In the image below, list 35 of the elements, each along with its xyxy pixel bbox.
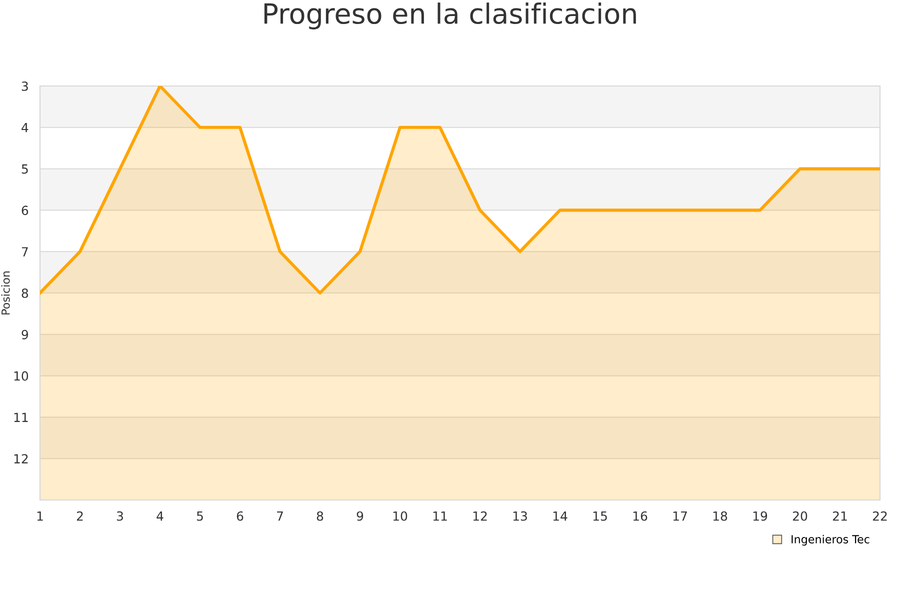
x-tick-label: 7 [277,511,283,521]
x-tick-label: 13 [513,511,527,521]
x-tick-label: 5 [196,511,203,521]
x-tick-label: 12 [473,511,487,521]
y-tick-label: 7 [22,247,28,256]
x-tick-label: 10 [393,511,408,521]
x-tick-label: 14 [553,511,568,521]
x-tick-label: 15 [593,511,607,521]
y-tick-label: 6 [22,206,28,216]
x-tick-label: 18 [713,511,728,521]
x-tick-label: 22 [872,511,887,521]
x-tick-label: 17 [673,511,687,521]
x-tick-label: 2 [76,511,83,521]
chart-title: Progreso en la clasificacion [264,2,636,30]
x-tick-label: 9 [356,511,364,521]
y-tick-label: 9 [22,330,28,340]
x-tick-label: 4 [156,511,164,521]
x-tick-label: 3 [116,511,123,521]
legend-label: Ingenieros Tec [792,534,870,546]
x-tick-label: 16 [633,511,648,521]
y-tick-label: 4 [22,123,28,132]
y-tick-label: 8 [22,288,28,298]
x-tick-label: 11 [433,511,447,521]
x-tick-label: 1 [37,511,43,521]
x-tick-label: 6 [236,511,244,521]
x-tick-label: 21 [832,511,847,521]
y-axis-title: Posicion [1,271,10,314]
x-tick-label: 20 [792,511,808,521]
y-tick-label: 12 [14,454,28,464]
y-tick-label: 11 [14,412,28,422]
x-tick-label: 8 [316,511,324,521]
y-tick-label: 5 [22,164,28,174]
y-tick-label: 3 [22,81,28,91]
y-tick-label: 10 [14,371,28,381]
x-tick-label: 19 [753,511,768,521]
